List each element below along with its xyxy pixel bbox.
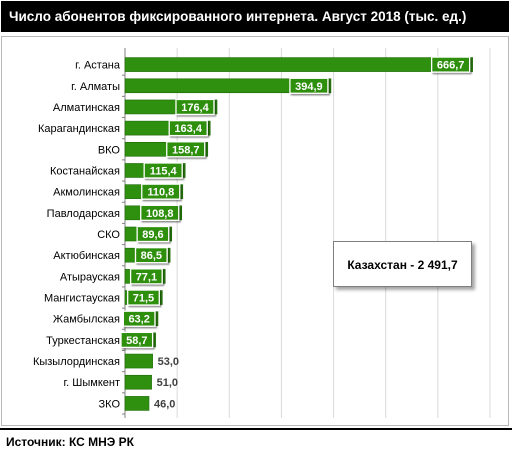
value-label: 77,1 <box>136 271 157 283</box>
value-label-box <box>166 141 206 158</box>
bar <box>124 78 332 94</box>
value-label-box <box>141 183 181 200</box>
category-label: СКО <box>97 229 120 241</box>
value-label-group: 77,1 <box>129 268 163 285</box>
bar <box>124 374 152 390</box>
value-label: 108,8 <box>146 208 174 220</box>
chart-frame: г. Астана 666,7 г. Алматы 394,9 Алматинская 1… <box>1 36 509 426</box>
value-label-box <box>168 119 208 137</box>
value-label-box <box>122 310 156 327</box>
value-label-group: 158,7 <box>166 141 206 158</box>
value-label-box <box>136 225 170 243</box>
value-label: 51,0 <box>157 377 178 389</box>
value-label-box <box>129 268 163 285</box>
value-label-group: 163,4 <box>168 119 208 137</box>
value-label-group: 89,6 <box>136 225 170 243</box>
bar <box>124 57 473 72</box>
chart-title: Число абонентов фиксированного интернета… <box>1 1 509 32</box>
category-label: г. Алматы <box>71 81 120 93</box>
bar <box>124 353 153 369</box>
category-label: Карагандинская <box>38 123 120 135</box>
value-label: 53,0 <box>158 356 179 368</box>
category-label: Мангистауская <box>44 293 120 305</box>
category-label: Жамбылская <box>53 314 120 326</box>
category-label: Туркестанская <box>46 335 120 347</box>
value-label-group: 71,5 <box>127 289 160 306</box>
value-label-box <box>127 289 160 306</box>
category-label: Алматинская <box>53 102 120 114</box>
category-label: Актюбинская <box>53 250 120 262</box>
value-label: 71,5 <box>133 293 154 305</box>
value-label: 58,7 <box>126 335 147 347</box>
value-label-group: 176,4 <box>175 98 215 116</box>
category-label: Павлодарская <box>47 208 120 220</box>
value-label-box <box>140 204 180 221</box>
value-label-box <box>143 162 183 179</box>
value-label-group: 63,2 <box>122 310 156 327</box>
bar-chart: г. Астана 666,7 г. Алматы 394,9 Алматинская 1… <box>33 48 491 418</box>
value-label-box <box>289 77 329 94</box>
value-label-box <box>120 331 154 349</box>
value-label-box <box>175 98 215 116</box>
value-label: 158,7 <box>172 144 200 156</box>
total-annotation: Казахстан - 2 491,7 <box>333 241 472 287</box>
value-label: 86,5 <box>141 250 162 262</box>
value-label-group: 110,8 <box>141 183 181 200</box>
value-label-box <box>134 247 168 264</box>
value-label: 46,0 <box>154 398 175 410</box>
bar <box>124 396 150 411</box>
value-label-group: 108,8 <box>140 204 180 221</box>
category-label: ВКО <box>98 144 121 156</box>
category-label: Костанайская <box>50 165 120 177</box>
value-label: 89,6 <box>142 229 163 241</box>
value-label: 666,7 <box>437 60 465 72</box>
source-divider <box>0 428 512 430</box>
category-label: Атырауская <box>60 271 120 283</box>
source-note: Источник: КС МНЭ РК <box>6 435 135 449</box>
value-label: 63,2 <box>128 314 149 326</box>
category-label: ЗКО <box>99 398 121 410</box>
value-label: 110,8 <box>147 187 174 199</box>
category-label: г. Шымкент <box>64 377 121 389</box>
value-label-group: 666,7 <box>430 56 471 73</box>
value-label-group: 86,5 <box>134 247 168 264</box>
value-label-group: 394,9 <box>289 77 329 94</box>
category-label: г. Астана <box>75 60 121 72</box>
category-label: Кызылординская <box>33 356 120 368</box>
value-label: 394,9 <box>295 81 323 93</box>
category-label: Акмолинская <box>53 187 120 199</box>
value-label: 176,4 <box>181 102 209 114</box>
value-label: 163,4 <box>174 123 202 135</box>
value-label: 115,4 <box>150 165 178 177</box>
value-label-group: 58,7 <box>120 331 154 349</box>
value-label-group: 115,4 <box>143 162 183 179</box>
value-label-box <box>430 56 471 73</box>
